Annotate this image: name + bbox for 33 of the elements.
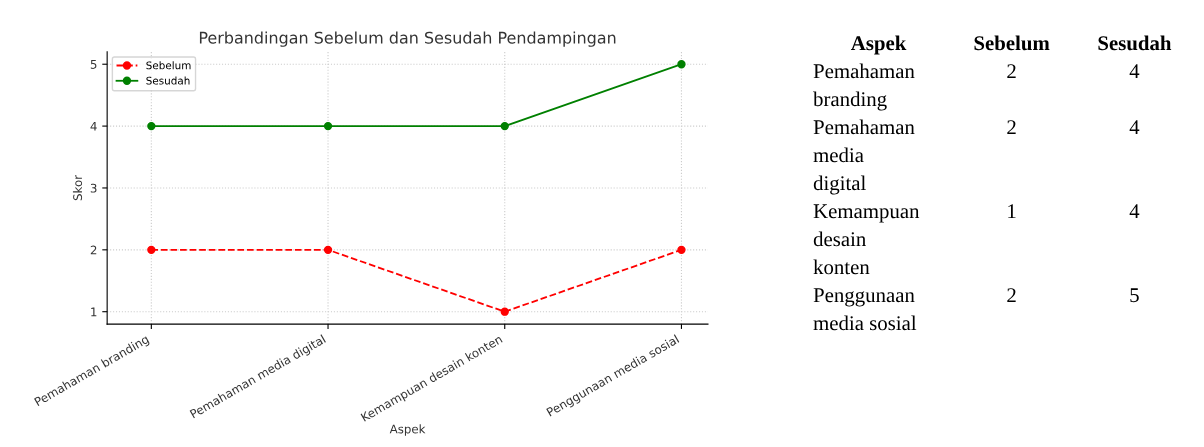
point — [500, 121, 509, 131]
category-label: Penggunaan media sosial — [813, 288, 917, 331]
text: Sebelum — [974, 35, 1050, 51]
x-axis-title: Aspek — [389, 424, 426, 436]
y-tick-label: 5 — [90, 60, 97, 69]
point — [323, 121, 333, 131]
y-tick-label: 4 — [90, 121, 97, 131]
data-label: 4 — [1129, 204, 1140, 219]
point — [500, 307, 509, 316]
y-tick-label: 2 — [90, 245, 97, 255]
data-label: 2 — [1007, 288, 1016, 303]
y-tick-label: 3 — [90, 183, 97, 193]
chart-title: Perbandingan Sebelum dan Sesudah Pendampingan — [199, 31, 616, 47]
point — [677, 245, 686, 254]
data-label: 1 — [1008, 204, 1016, 219]
data-label: 5 — [1130, 288, 1139, 303]
data-label: 4 — [1129, 64, 1140, 79]
legend-label: Sebelum — [146, 61, 191, 70]
point — [147, 245, 156, 254]
point — [677, 60, 686, 69]
category-label: Pemahaman media digital — [813, 119, 915, 195]
data-label: 4 — [1129, 120, 1140, 135]
category-label: Kemampuan desain konten — [813, 204, 920, 275]
y-tick-label: 1 — [91, 307, 97, 317]
text: Aspek — [850, 35, 907, 55]
data-label: 2 — [1007, 64, 1016, 79]
y-axis-title: Skor — [72, 174, 83, 201]
text: Sesudah — [1098, 35, 1172, 51]
category-label: Pemahaman branding — [813, 63, 915, 111]
point — [147, 121, 156, 131]
legend-label: Sesudah — [146, 76, 190, 85]
point — [323, 245, 333, 254]
data-label: 2 — [1007, 120, 1016, 135]
